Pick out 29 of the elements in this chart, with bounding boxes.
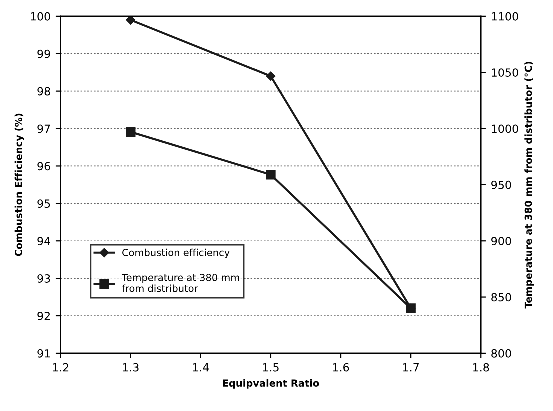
y-tick-label: 97 [38, 124, 50, 134]
x-tick-label: 1.7 [403, 364, 419, 372]
x-tick-label: 1.3 [123, 363, 139, 372]
legend-label: Combustion efficiency [122, 248, 230, 258]
y-tick-label: 94 [38, 237, 50, 246]
y2-axis-title: Temperature at 380 mm from distributor (°C) [524, 62, 534, 309]
y-tick-label: 91 [38, 349, 50, 358]
y-tick-label: 100 [31, 12, 50, 21]
y2-tick-label: 900 [492, 237, 512, 246]
y-axis-title: Combustion Efficiency (%) [14, 114, 24, 256]
legend-label: Temperature at 380 mm from distributor [122, 274, 240, 292]
x-axis-title: Equipvalent Ratio [223, 379, 320, 389]
y-tick-label: 98 [38, 87, 50, 96]
y-tick-label: 92 [38, 312, 50, 320]
y2-tick-label: 800 [492, 349, 512, 358]
y-tick-label: 99 [38, 50, 50, 58]
y2-tick-label: 850 [492, 293, 512, 302]
y2-tick-label: 1000 [492, 124, 518, 134]
y2-tick-label: 1050 [492, 68, 518, 77]
y2-tick-label: 1100 [492, 12, 518, 21]
x-tick-label: 1.5 [263, 364, 279, 372]
y-tick-label: 95 [38, 200, 50, 208]
x-tick-label: 1.4 [193, 364, 210, 372]
y-tick-label: 93 [38, 274, 50, 283]
y2-tick-label: 950 [492, 180, 512, 190]
y-tick-label: 96 [38, 162, 50, 171]
x-tick-label: 1.8 [473, 363, 490, 372]
x-tick-label: 1.6 [333, 363, 350, 372]
x-tick-label: 1.2 [53, 363, 69, 372]
